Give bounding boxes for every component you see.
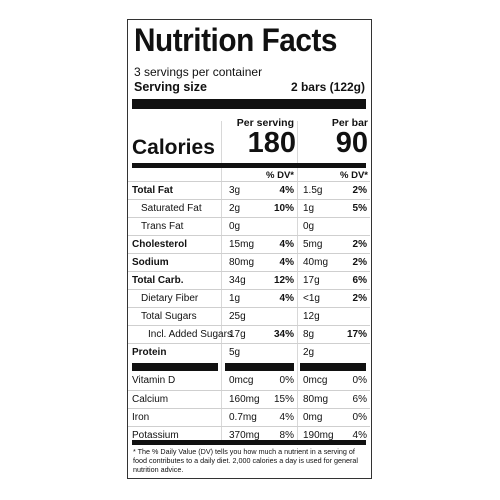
vitamin-row-iron: Iron 0.7mg 4% 0mg 0% [128, 408, 370, 427]
amount-per-serving: 0mcg [229, 375, 254, 386]
amount-per-bar: 2g [303, 347, 315, 358]
amount-per-serving: 0g [229, 221, 241, 232]
dv-per-serving: 4% [279, 185, 294, 196]
thick-divider-top [132, 99, 366, 109]
dv-per-serving: 4% [279, 257, 294, 268]
medium-divider [132, 163, 366, 168]
column-divider-2 [297, 121, 298, 443]
thick-divider-vitamins-b [225, 363, 294, 371]
amount-per-serving: 160mg [229, 394, 260, 405]
calories-label: Calories [132, 136, 215, 159]
dv-per-bar: 0% [352, 375, 367, 386]
dv-per-bar: 2% [352, 257, 367, 268]
amount-per-bar: 40mg [303, 257, 329, 268]
dv-per-bar: 6% [352, 275, 367, 286]
amount-per-serving: 25g [229, 311, 246, 322]
vitamin-name: Potassium [132, 430, 179, 441]
dv-per-bar: 2% [352, 185, 367, 196]
amount-per-bar: 0g [303, 221, 315, 232]
dv-per-bar: 17% [346, 329, 367, 340]
vitamin-row-potassium: Potassium 370mg 8% 190mg 4% [128, 426, 370, 445]
servings-per-container: 3 servings per container [134, 65, 263, 79]
dv-per-serving: 15% [273, 394, 294, 405]
amount-per-bar: 80mg [303, 394, 329, 405]
serving-size-label: Serving size [134, 80, 207, 94]
vitamin-name: Iron [132, 412, 150, 423]
dv-per-bar: 2% [352, 293, 367, 304]
nutrient-name: Protein [132, 347, 167, 358]
dv-per-serving: 4% [279, 239, 294, 250]
vitamin-name: Vitamin D [132, 375, 176, 386]
dv-per-serving: 0% [279, 375, 294, 386]
amount-per-bar: 190mg [303, 430, 334, 441]
amount-per-serving: 3g [229, 185, 241, 196]
bottom-divider [132, 440, 366, 445]
daily-value-footnote: * The % Daily Value (DV) tells you how m… [133, 447, 358, 474]
amount-per-bar: 0mg [303, 412, 323, 423]
dv-per-bar: 0% [352, 412, 367, 423]
thick-divider-vitamins-c [300, 363, 366, 371]
nutrition-facts-label: Nutrition Facts 3 servings per container… [127, 19, 372, 479]
calories-per-serving: 180 [247, 127, 296, 159]
dv-per-serving: 8% [279, 430, 294, 441]
dv-per-serving: 4% [279, 412, 294, 423]
amount-per-serving: 2g [229, 203, 241, 214]
nutrient-row-sodium: Sodium 80mg 4% 40mg 2% [128, 253, 370, 272]
column-divider-1 [221, 121, 222, 443]
dv-per-serving: 34% [273, 329, 294, 340]
vitamin-row-calcium: Calcium 160mg 15% 80mg 6% [128, 390, 370, 409]
amount-per-serving: 17g [229, 329, 246, 340]
amount-per-serving: 80mg [229, 257, 255, 268]
vitamin-name: Calcium [132, 394, 169, 405]
nutrient-row-saturated-fat: Saturated Fat 2g 10% 1g 5% [128, 199, 370, 218]
nutrient-name: Total Sugars [141, 311, 197, 322]
amount-per-serving: 1g [229, 293, 241, 304]
nutrient-row-total-carb: Total Carb. 34g 12% 17g 6% [128, 271, 370, 290]
nutrient-name: Dietary Fiber [141, 293, 199, 304]
nutrient-name: Total Carb. [132, 275, 184, 286]
per-bar-header: Per bar [331, 117, 368, 129]
dv-header-per-bar: % DV* [340, 170, 368, 181]
vitamin-row-vitamin-d: Vitamin D 0mcg 0% 0mcg 0% [128, 372, 370, 390]
amount-per-serving: 5g [229, 347, 241, 358]
serving-size-value: 2 bars (122g) [290, 80, 365, 94]
nutrient-name: Trans Fat [141, 221, 184, 232]
amount-per-bar: 8g [303, 329, 315, 340]
dv-per-bar: 5% [352, 203, 367, 214]
nutrient-row-total-sugars: Total Sugars 25g 12g [128, 307, 370, 326]
nutrient-row-added-sugars: Incl. Added Sugars 17g 34% 8g 17% [128, 325, 370, 344]
amount-per-serving: 34g [229, 275, 246, 286]
label-title: Nutrition Facts [134, 22, 338, 58]
nutrient-name: Cholesterol [132, 239, 188, 250]
amount-per-serving: 370mg [229, 430, 260, 441]
nutrient-name: Total Fat [132, 185, 173, 196]
dv-per-bar: 4% [352, 430, 367, 441]
nutrient-row-protein: Protein 5g 2g [128, 343, 370, 362]
per-serving-header: Per serving [236, 117, 294, 129]
thick-divider-vitamins-a [132, 363, 218, 371]
dv-per-bar: 2% [352, 239, 367, 250]
amount-per-bar: 12g [303, 311, 320, 322]
nutrient-name: Saturated Fat [141, 203, 202, 214]
amount-per-bar: 1.5g [303, 185, 323, 196]
dv-per-serving: 4% [279, 293, 294, 304]
amount-per-bar: 0mcg [303, 375, 328, 386]
calories-per-bar: 90 [335, 127, 368, 159]
amount-per-serving: 15mg [229, 239, 255, 250]
amount-per-bar: 5mg [303, 239, 323, 250]
nutrient-row-cholesterol: Cholesterol 15mg 4% 5mg 2% [128, 235, 370, 254]
nutrient-name: Incl. Added Sugars [148, 329, 232, 340]
nutrient-name: Sodium [132, 257, 169, 268]
dv-header-per-serving: % DV* [266, 170, 294, 181]
dv-per-serving: 10% [273, 203, 294, 214]
nutrient-row-total-fat: Total Fat 3g 4% 1.5g 2% [128, 181, 370, 200]
amount-per-bar: 1g [303, 203, 315, 214]
dv-per-serving: 12% [273, 275, 294, 286]
dv-per-bar: 6% [352, 394, 367, 405]
nutrient-row-trans-fat: Trans Fat 0g 0g [128, 217, 370, 236]
nutrient-row-dietary-fiber: Dietary Fiber 1g 4% <1g 2% [128, 289, 370, 308]
amount-per-bar: <1g [303, 293, 320, 304]
amount-per-bar: 17g [303, 275, 320, 286]
amount-per-serving: 0.7mg [229, 412, 257, 423]
